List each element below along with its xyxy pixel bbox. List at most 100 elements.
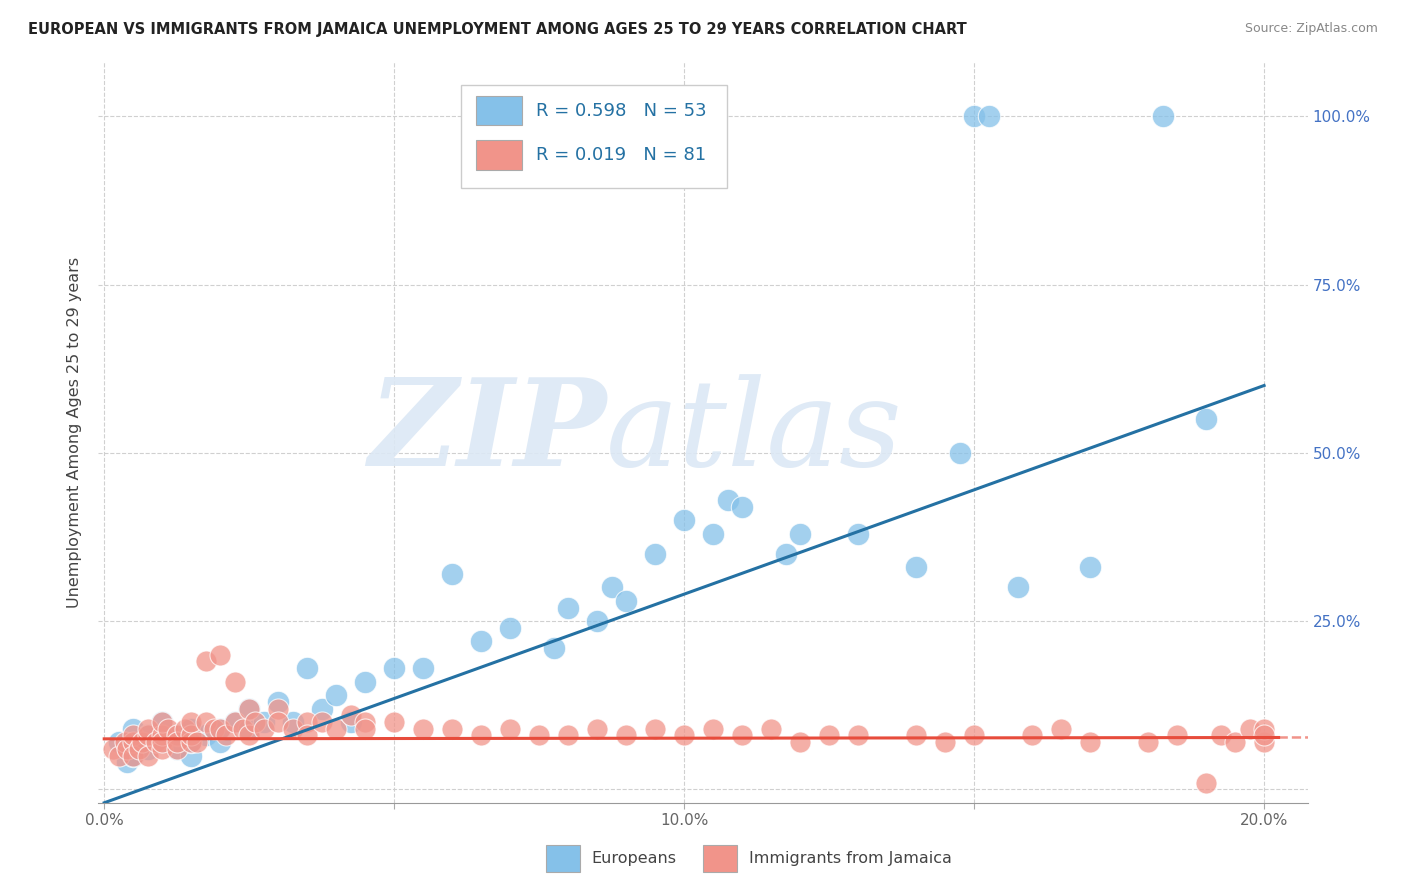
Point xyxy=(145,735,167,749)
Point xyxy=(949,446,972,460)
Point xyxy=(166,735,188,749)
Point xyxy=(122,735,145,749)
FancyBboxPatch shape xyxy=(703,845,737,871)
Text: EUROPEAN VS IMMIGRANTS FROM JAMAICA UNEMPLOYMENT AMONG AGES 25 TO 29 YEARS CORRE: EUROPEAN VS IMMIGRANTS FROM JAMAICA UNEM… xyxy=(28,22,967,37)
Point xyxy=(209,648,232,662)
Point xyxy=(644,722,666,736)
Point xyxy=(156,722,179,736)
Point xyxy=(224,714,246,729)
Point xyxy=(789,735,811,749)
Point xyxy=(101,742,124,756)
Point xyxy=(441,722,464,736)
Point xyxy=(194,714,217,729)
Point xyxy=(131,735,153,749)
Point xyxy=(905,729,928,743)
Point xyxy=(295,729,318,743)
Text: Europeans: Europeans xyxy=(592,851,676,866)
Point xyxy=(136,748,159,763)
Point xyxy=(499,621,522,635)
Point xyxy=(166,742,188,756)
Point xyxy=(412,722,434,736)
Point xyxy=(253,722,276,736)
Point xyxy=(1021,729,1043,743)
Point xyxy=(339,708,361,723)
Point xyxy=(209,735,232,749)
Point xyxy=(150,735,173,749)
Point xyxy=(846,729,869,743)
Point xyxy=(150,729,173,743)
Y-axis label: Unemployment Among Ages 25 to 29 years: Unemployment Among Ages 25 to 29 years xyxy=(67,257,83,608)
Point xyxy=(180,748,202,763)
Point xyxy=(731,729,754,743)
Point xyxy=(238,701,260,715)
Point xyxy=(934,735,956,749)
Point xyxy=(281,714,304,729)
Point xyxy=(174,722,197,736)
Point xyxy=(586,614,609,628)
Point xyxy=(600,581,623,595)
Point xyxy=(150,714,173,729)
Point xyxy=(759,722,782,736)
Point xyxy=(136,742,159,756)
Point xyxy=(470,634,492,648)
Point xyxy=(224,714,246,729)
Point xyxy=(117,742,139,756)
Point xyxy=(114,735,136,749)
Point xyxy=(107,748,129,763)
Point xyxy=(1152,109,1174,123)
Point xyxy=(354,714,377,729)
Point xyxy=(136,722,159,736)
Point xyxy=(1078,560,1101,574)
Point xyxy=(527,729,550,743)
Point xyxy=(470,729,492,743)
Point xyxy=(136,729,159,743)
Point xyxy=(311,701,333,715)
Point xyxy=(717,492,740,507)
Point xyxy=(122,729,145,743)
Point xyxy=(499,722,522,736)
Point xyxy=(136,729,159,743)
Point xyxy=(441,566,464,581)
Point xyxy=(614,729,637,743)
Point xyxy=(238,722,260,736)
Point xyxy=(789,526,811,541)
Point xyxy=(557,729,579,743)
Point xyxy=(150,735,173,749)
FancyBboxPatch shape xyxy=(546,845,579,871)
Point xyxy=(128,742,150,756)
Point xyxy=(281,722,304,736)
Point xyxy=(311,714,333,729)
Point xyxy=(166,729,188,743)
Point xyxy=(846,526,869,541)
Point xyxy=(1050,722,1073,736)
Point xyxy=(325,688,347,702)
Point xyxy=(775,547,797,561)
Point xyxy=(180,735,202,749)
Text: Source: ZipAtlas.com: Source: ZipAtlas.com xyxy=(1244,22,1378,36)
Point xyxy=(122,722,145,736)
Point xyxy=(224,674,246,689)
Point xyxy=(963,109,986,123)
Text: atlas: atlas xyxy=(606,374,903,491)
Point xyxy=(1253,722,1275,736)
Point xyxy=(180,722,202,736)
Point xyxy=(1253,729,1275,743)
Point xyxy=(267,701,290,715)
Point xyxy=(180,735,202,749)
Point xyxy=(150,714,173,729)
Point xyxy=(243,714,266,729)
Point xyxy=(267,714,290,729)
Point xyxy=(180,714,202,729)
Point xyxy=(412,661,434,675)
FancyBboxPatch shape xyxy=(461,85,727,188)
Point xyxy=(977,109,1000,123)
Point xyxy=(325,722,347,736)
Point xyxy=(267,695,290,709)
Point xyxy=(194,729,217,743)
FancyBboxPatch shape xyxy=(475,140,522,169)
FancyBboxPatch shape xyxy=(475,95,522,126)
Point xyxy=(1223,735,1246,749)
Point xyxy=(673,729,696,743)
Point xyxy=(557,600,579,615)
Point xyxy=(905,560,928,574)
